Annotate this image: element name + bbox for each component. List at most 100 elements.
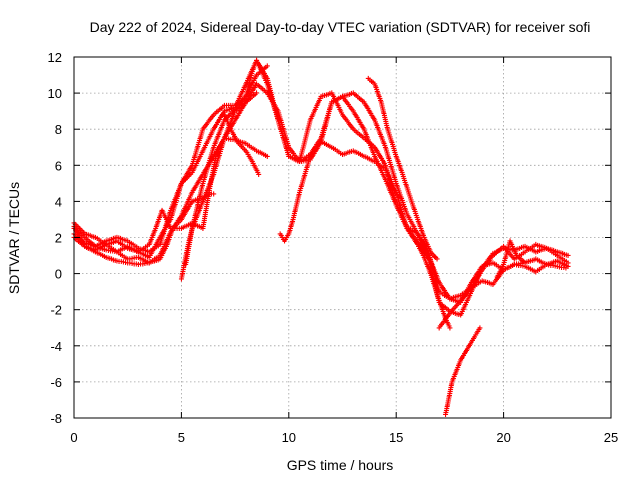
data-point: + bbox=[522, 258, 528, 269]
data-point: + bbox=[479, 265, 485, 276]
data-point: + bbox=[407, 194, 413, 205]
data-point: + bbox=[108, 246, 114, 257]
data-point: + bbox=[141, 250, 147, 261]
data-point: + bbox=[427, 251, 433, 262]
data-point: + bbox=[263, 76, 269, 87]
data-point: + bbox=[211, 110, 217, 121]
data-point: + bbox=[383, 175, 389, 186]
data-point: + bbox=[249, 67, 255, 78]
data-point: + bbox=[84, 243, 90, 254]
data-point: + bbox=[172, 195, 178, 206]
data-point: + bbox=[274, 105, 280, 116]
data-point: + bbox=[197, 190, 203, 201]
data-point: + bbox=[489, 251, 495, 262]
data-point: + bbox=[452, 370, 458, 381]
data-point: + bbox=[107, 235, 113, 246]
data-point: + bbox=[396, 159, 402, 170]
data-point: + bbox=[184, 173, 190, 184]
data-point: + bbox=[203, 169, 209, 180]
data-point: + bbox=[186, 220, 192, 231]
data-point: + bbox=[267, 86, 273, 97]
data-point: + bbox=[416, 219, 422, 230]
data-point: + bbox=[105, 246, 111, 257]
data-point: + bbox=[528, 245, 534, 256]
data-point: + bbox=[225, 105, 231, 116]
data-point: + bbox=[84, 243, 90, 254]
data-point: + bbox=[418, 237, 424, 248]
data-point: + bbox=[536, 256, 542, 267]
data-point: + bbox=[304, 152, 310, 163]
data-point: + bbox=[321, 124, 327, 135]
data-point: + bbox=[114, 247, 120, 258]
data-point: + bbox=[174, 194, 180, 205]
data-point: + bbox=[390, 169, 396, 180]
data-point: + bbox=[285, 148, 291, 159]
data-point: + bbox=[386, 156, 392, 167]
data-point: + bbox=[414, 213, 420, 224]
data-point: + bbox=[163, 215, 169, 226]
data-point: + bbox=[186, 195, 192, 206]
data-point: + bbox=[198, 173, 204, 184]
data-point: + bbox=[212, 150, 218, 161]
data-point: + bbox=[402, 218, 408, 229]
data-point: + bbox=[213, 152, 219, 163]
data-point: + bbox=[342, 113, 348, 124]
data-point: + bbox=[504, 246, 510, 257]
data-point: + bbox=[187, 171, 193, 182]
data-point: + bbox=[227, 119, 233, 130]
data-point: + bbox=[443, 408, 449, 419]
data-point: + bbox=[216, 128, 222, 139]
data-point: + bbox=[219, 121, 225, 132]
data-point: + bbox=[367, 76, 373, 87]
data-point: + bbox=[254, 89, 260, 100]
data-point: + bbox=[224, 101, 230, 112]
data-point: + bbox=[470, 282, 476, 293]
data-point: + bbox=[173, 196, 179, 207]
data-point: + bbox=[398, 210, 404, 221]
data-point: + bbox=[193, 148, 199, 159]
data-point: + bbox=[264, 152, 270, 163]
data-point: + bbox=[205, 191, 211, 202]
data-point: + bbox=[508, 238, 514, 249]
data-point: + bbox=[241, 99, 247, 110]
data-point: + bbox=[436, 298, 442, 309]
data-point: + bbox=[356, 116, 362, 127]
data-point: + bbox=[125, 258, 131, 269]
data-point: + bbox=[452, 296, 458, 307]
data-point: + bbox=[220, 103, 226, 114]
data-point: + bbox=[394, 202, 400, 213]
data-point: + bbox=[228, 109, 234, 120]
data-point: + bbox=[436, 323, 442, 334]
data-point: + bbox=[220, 135, 226, 146]
data-point: + bbox=[536, 241, 542, 252]
data-point: + bbox=[331, 92, 337, 103]
data-point: + bbox=[361, 125, 367, 136]
data-point: + bbox=[509, 245, 515, 256]
data-point: + bbox=[282, 129, 288, 140]
data-point: + bbox=[394, 190, 400, 201]
data-point: + bbox=[473, 278, 479, 289]
data-point: + bbox=[224, 134, 230, 145]
series-track-4: ++++++++++++++++++++++++++++++++++++++++… bbox=[71, 56, 571, 322]
data-point: + bbox=[248, 71, 254, 82]
data-point: + bbox=[231, 106, 237, 117]
data-point: + bbox=[277, 123, 283, 134]
data-point: + bbox=[474, 329, 480, 340]
data-point: + bbox=[326, 107, 332, 118]
data-point: + bbox=[341, 149, 347, 160]
data-point: + bbox=[217, 115, 223, 126]
data-point: + bbox=[212, 156, 218, 167]
data-point: + bbox=[468, 287, 474, 298]
data-point: + bbox=[218, 113, 224, 124]
data-point: + bbox=[379, 168, 385, 179]
data-point: + bbox=[397, 208, 403, 219]
data-point: + bbox=[417, 240, 423, 251]
data-point: + bbox=[263, 73, 269, 84]
data-point: + bbox=[394, 192, 400, 203]
data-point: + bbox=[221, 134, 227, 145]
data-point: + bbox=[119, 235, 125, 246]
data-point: + bbox=[79, 237, 85, 248]
data-point: + bbox=[292, 209, 298, 220]
data-point: + bbox=[299, 157, 305, 168]
data-point: + bbox=[281, 137, 287, 148]
